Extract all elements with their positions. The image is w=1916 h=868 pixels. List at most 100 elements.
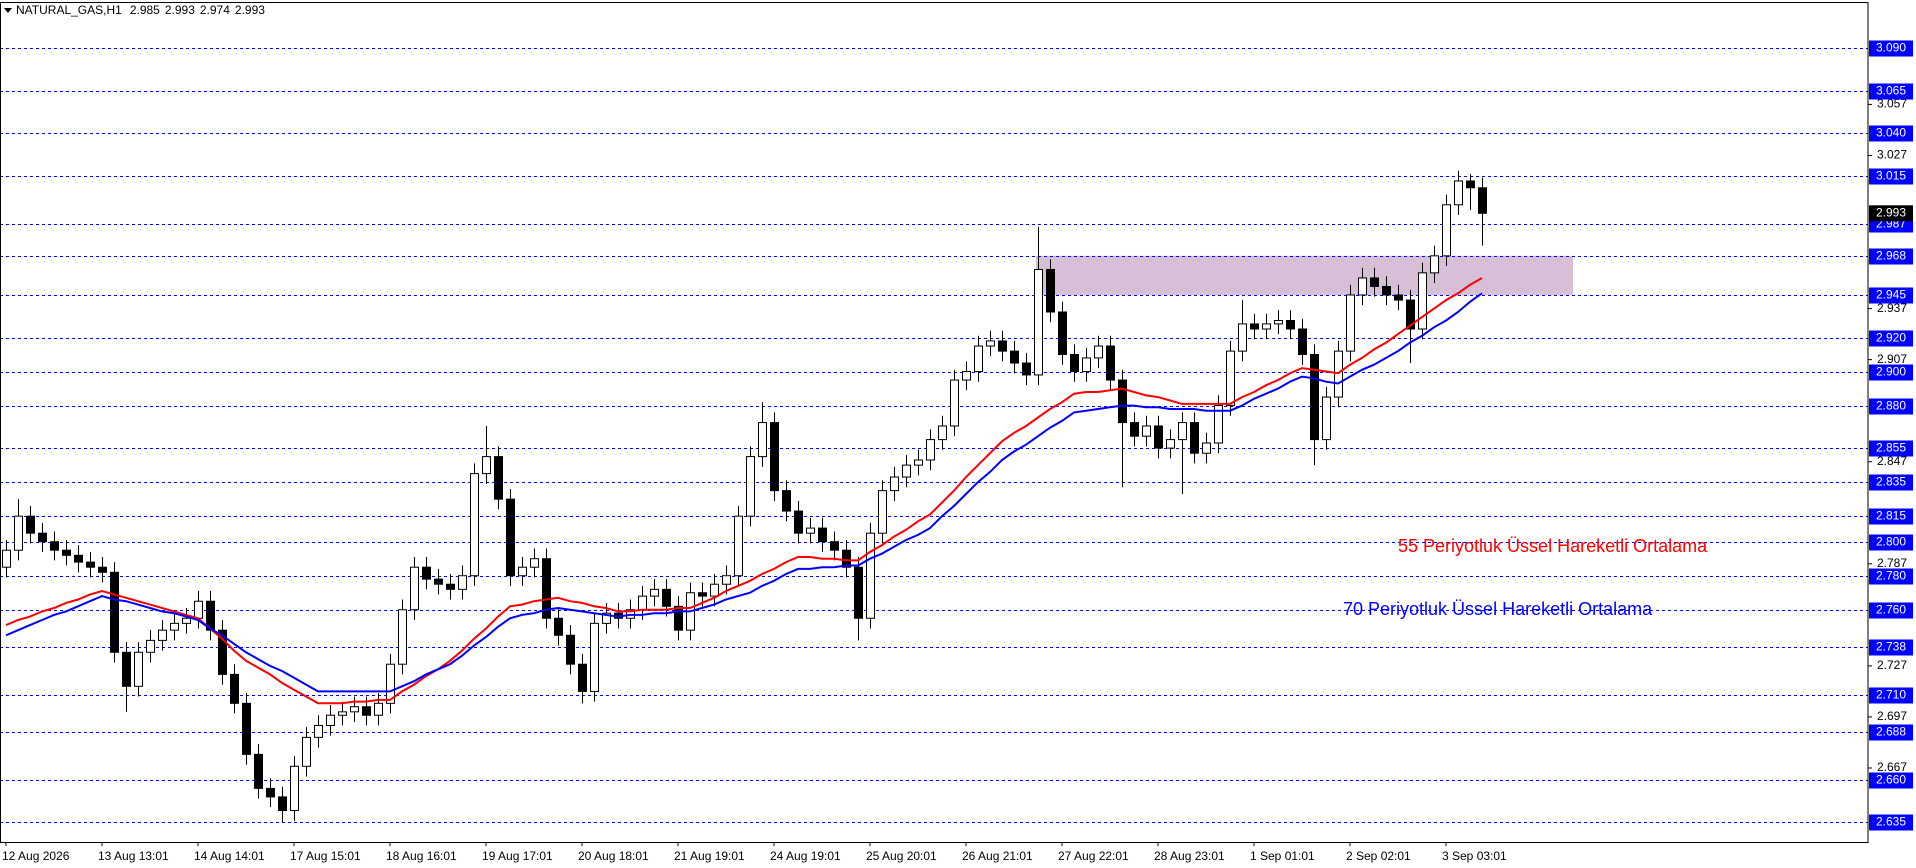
candle-body — [1214, 405, 1223, 444]
candle-body — [278, 796, 287, 812]
level-label: 2.920 — [1876, 331, 1906, 345]
candle-body — [986, 340, 995, 347]
candle-body — [506, 498, 515, 577]
candle-body — [878, 490, 887, 534]
candle-body — [350, 706, 359, 713]
header-open: 2.985 — [130, 3, 160, 17]
candle-body — [230, 673, 239, 704]
level-label-box — [1869, 814, 1913, 831]
level-label: 2.710 — [1876, 688, 1906, 702]
candle-body — [1058, 311, 1067, 356]
candle-body — [830, 541, 839, 551]
y-tick-label: 2.667 — [1877, 760, 1907, 774]
candle-body — [1166, 439, 1175, 449]
level-label: 2.945 — [1876, 288, 1906, 302]
candle-body — [902, 464, 911, 478]
level-label: 2.760 — [1876, 603, 1906, 617]
candle-body — [326, 714, 335, 726]
candle-body — [674, 605, 683, 631]
candle-body — [866, 532, 875, 619]
candle-body — [518, 566, 527, 577]
y-tick-label: 3.027 — [1877, 148, 1907, 162]
level-label-box — [1869, 687, 1913, 704]
candle-body — [1454, 180, 1463, 206]
level-label-box — [1869, 125, 1913, 142]
y-tick-label: 2.937 — [1877, 301, 1907, 315]
y-tick-label: 2.907 — [1877, 352, 1907, 366]
candle-body — [734, 515, 743, 577]
level-label-box — [1869, 568, 1913, 585]
candle-body — [1406, 299, 1415, 330]
x-tick-label: 27 Aug 22:01 — [1058, 849, 1129, 863]
candle-body — [182, 617, 191, 624]
candle-body — [1202, 442, 1211, 454]
level-label-box — [1869, 168, 1913, 185]
level-label-box — [1869, 83, 1913, 100]
x-tick-label: 14 Aug 14:01 — [194, 849, 265, 863]
candle-body — [638, 595, 647, 611]
candle-body — [842, 549, 851, 568]
candle-body — [1046, 268, 1055, 313]
x-tick-label: 19 Aug 17:01 — [482, 849, 553, 863]
current-price-label: 2.993 — [1876, 205, 1906, 219]
level-label-box — [1869, 508, 1913, 525]
level-label-box — [1869, 398, 1913, 415]
level-label: 2.738 — [1876, 640, 1906, 654]
candle-body — [50, 541, 59, 551]
candle-body — [422, 566, 431, 580]
candle-body — [1082, 357, 1091, 373]
candle-body — [1070, 354, 1079, 373]
level-label: 2.780 — [1876, 569, 1906, 583]
level-label-box — [1869, 639, 1913, 656]
candle-body — [1442, 204, 1451, 257]
x-tick-label: 21 Aug 19:01 — [674, 849, 745, 863]
candle-body — [314, 724, 323, 738]
header-high: 2.993 — [165, 3, 195, 17]
candle-body — [1250, 323, 1259, 330]
candle-body — [1190, 422, 1199, 454]
candle-body — [374, 702, 383, 716]
level-label: 2.900 — [1876, 365, 1906, 379]
level-label-box — [1869, 772, 1913, 789]
candle-body — [914, 459, 923, 466]
y-tick-label: 2.697 — [1877, 709, 1907, 723]
candle-body — [1322, 396, 1331, 441]
candle-body — [578, 663, 587, 692]
candle-body — [1358, 277, 1367, 296]
candle-body — [338, 711, 347, 716]
candle-body — [1106, 345, 1115, 381]
candle-body — [86, 561, 95, 568]
x-tick-label: 1 Sep 01:01 — [1250, 849, 1315, 863]
candle-body — [542, 558, 551, 619]
candle-body — [722, 575, 731, 585]
candle-body — [530, 558, 539, 568]
header-low: 2.974 — [200, 3, 230, 17]
lines-layer: 55 Periyotluk Üssel Hareketli Ortalama 70… — [5, 277, 1708, 705]
candle-body — [710, 583, 719, 597]
candle-body — [1130, 422, 1139, 437]
x-tick-label: 26 Aug 21:01 — [962, 849, 1033, 863]
level-label: 2.835 — [1876, 475, 1906, 489]
x-tick-label: 13 Aug 13:01 — [98, 849, 169, 863]
candle-body — [1286, 319, 1295, 330]
level-label: 2.660 — [1876, 773, 1906, 787]
candle-body — [158, 629, 167, 641]
ema-annotation: 70 Periyotluk Üssel Hareketli Ortalama — [1343, 599, 1653, 619]
candle-body — [962, 371, 971, 381]
candle-body — [458, 575, 467, 590]
candle-body — [2, 549, 11, 568]
level-label: 2.968 — [1876, 249, 1906, 263]
candle-body — [698, 592, 707, 597]
plot-frame — [0, 2, 1869, 843]
candle-body — [386, 663, 395, 704]
candle-body — [1142, 425, 1151, 437]
ema-line — [5, 277, 1483, 705]
candle-body — [1430, 255, 1439, 274]
candle-body — [770, 422, 779, 492]
menu-triangle[interactable] — [4, 8, 12, 13]
candle-body — [254, 753, 263, 789]
candle-body — [470, 473, 479, 577]
